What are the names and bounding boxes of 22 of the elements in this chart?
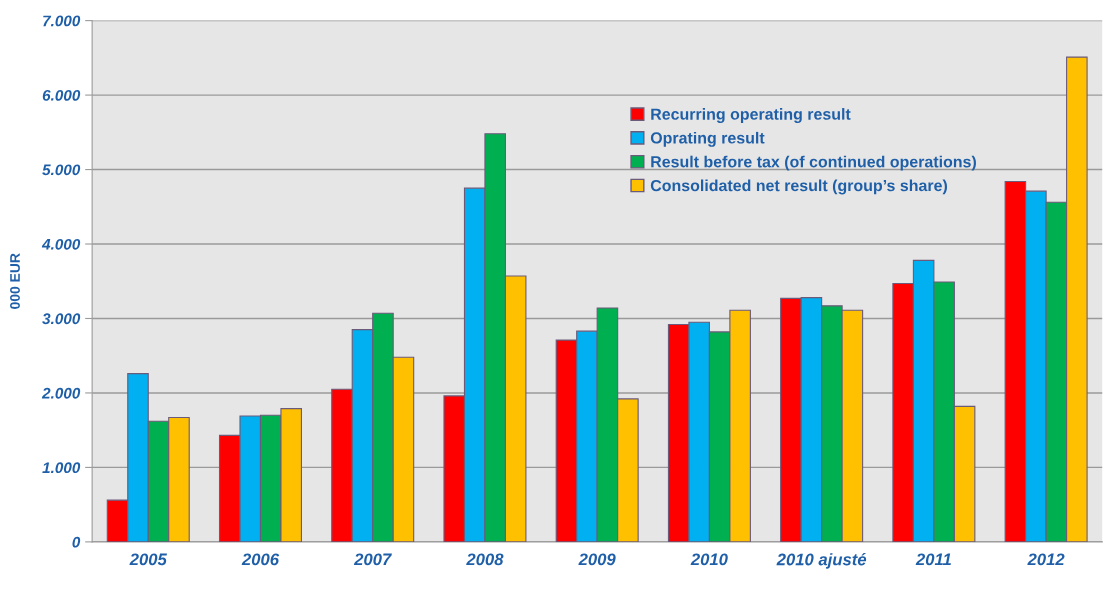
y-tick-label: 0 [72, 536, 81, 548]
legend-label: Recurring operating result [651, 108, 851, 124]
y-tick-label: 3.000 [42, 313, 81, 325]
y-tick-label: 1.000 [42, 462, 81, 474]
legend-label: Oprating result [650, 131, 765, 147]
x-tick-label: 2007 [353, 553, 392, 566]
x-tick-label: 2011 [915, 553, 951, 566]
x-tick-label: 2010 [690, 553, 728, 566]
x-tick-label: 2005 [129, 553, 167, 566]
x-tick-label: 2010 ajusté [776, 552, 867, 569]
x-tick-label: 2009 [578, 553, 616, 566]
x-tick-label: 2006 [241, 553, 280, 566]
legend-label: Result before tax (of continued operations) [651, 155, 976, 171]
y-axis-title: 000 EUR [10, 253, 20, 309]
x-tick-label: 2012 [1027, 553, 1065, 566]
y-tick-label: 4.000 [41, 238, 81, 250]
legend-label: Consolidated net result (group’s share) [650, 179, 947, 195]
x-tick-label: 2008 [466, 553, 504, 566]
y-tick-label: 5.000 [42, 164, 81, 176]
y-tick-label: 7.000 [43, 15, 81, 27]
y-tick-label: 6.000 [42, 89, 81, 101]
y-tick-label: 2.000 [41, 387, 81, 399]
